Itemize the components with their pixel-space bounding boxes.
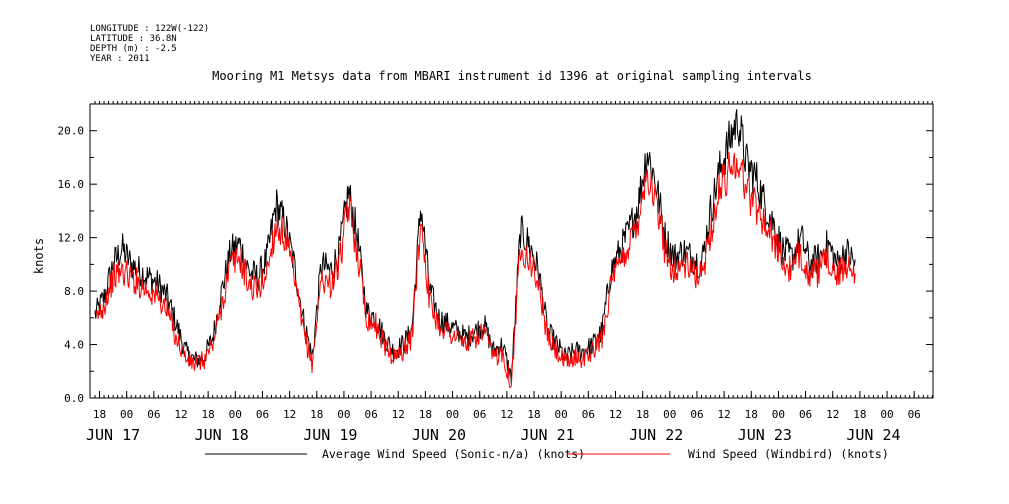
x-tick-label: 00	[555, 408, 568, 421]
x-day-label: JUN 21	[521, 426, 575, 444]
legend-label-windbird: Wind Speed (Windbird) (knots)	[688, 447, 889, 461]
x-tick-label: 00	[120, 408, 133, 421]
x-tick-label: 06	[473, 408, 486, 421]
x-tick-label: 06	[908, 408, 921, 421]
x-tick-label: 18	[853, 408, 866, 421]
x-tick-label: 00	[229, 408, 242, 421]
x-tick-label: 18	[310, 408, 323, 421]
x-tick-label: 12	[717, 408, 730, 421]
series-line-average-wind-speed	[94, 109, 856, 385]
x-tick-label: 12	[392, 408, 405, 421]
y-axis-label: knots	[32, 238, 46, 274]
y-tick-label: 8.0	[64, 285, 84, 298]
x-tick-label: 18	[419, 408, 432, 421]
x-tick-label: 12	[609, 408, 622, 421]
legend-label-average-wind: Average Wind Speed (Sonic-n/a) (knots)	[322, 447, 585, 461]
x-day-label: JUN 20	[412, 426, 466, 444]
x-tick-label: 18	[202, 408, 215, 421]
y-tick-label: 12.0	[58, 232, 85, 245]
y-tick-label: 0.0	[64, 392, 84, 405]
x-tick-label: 06	[582, 408, 595, 421]
meta-depth: DEPTH (m) : -2.5	[90, 44, 177, 54]
meta-latitude: LATITUDE : 36.8N	[90, 34, 177, 44]
x-day-label: JUN 19	[303, 426, 357, 444]
x-day-label: JUN 22	[629, 426, 683, 444]
y-axis: 0.0 4.0 8.0 12.0 16.0 20.0	[58, 125, 933, 405]
x-day-label: JUN 24	[846, 426, 900, 444]
x-tick-label: 06	[256, 408, 269, 421]
x-axis: 18 00 06 12 18 00 06 12 18 00 06 12 18 00 06 12 18 00 06 12…	[86, 101, 933, 444]
x-tick-label: 06	[147, 408, 160, 421]
series-layer	[94, 109, 856, 388]
series-line-windbird-wind-speed	[94, 152, 856, 388]
x-day-label: JUN 23	[738, 426, 792, 444]
x-tick-label: 06	[799, 408, 812, 421]
metadata-block: LONGITUDE : 122W(-122) LATITUDE : 36.8N …	[90, 24, 209, 64]
meta-longitude: LONGITUDE : 122W(-122)	[90, 24, 209, 34]
x-tick-label: 06	[364, 408, 377, 421]
x-tick-label: 00	[772, 408, 785, 421]
x-tick-label: 00	[880, 408, 893, 421]
x-day-label: JUN 18	[195, 426, 249, 444]
x-tick-label: 00	[446, 408, 459, 421]
x-tick-label: 12	[283, 408, 296, 421]
x-tick-label: 00	[337, 408, 350, 421]
x-tick-label: 18	[745, 408, 758, 421]
y-tick-label: 16.0	[58, 178, 85, 191]
x-tick-label: 06	[690, 408, 703, 421]
x-day-label: JUN 17	[86, 426, 140, 444]
chart-title: Mooring M1 Metsys data from MBARI instru…	[212, 69, 812, 83]
x-tick-label: 18	[636, 408, 649, 421]
x-tick-label: 18	[93, 408, 106, 421]
x-tick-label: 12	[500, 408, 513, 421]
meta-year: YEAR : 2011	[90, 54, 150, 64]
y-tick-label: 20.0	[58, 125, 85, 138]
x-tick-label: 18	[527, 408, 540, 421]
legend: Average Wind Speed (Sonic-n/a) (knots) W…	[205, 447, 889, 461]
x-tick-label: 00	[663, 408, 676, 421]
x-tick-label: 12	[174, 408, 187, 421]
y-tick-label: 4.0	[64, 339, 84, 352]
x-tick-label: 12	[826, 408, 839, 421]
